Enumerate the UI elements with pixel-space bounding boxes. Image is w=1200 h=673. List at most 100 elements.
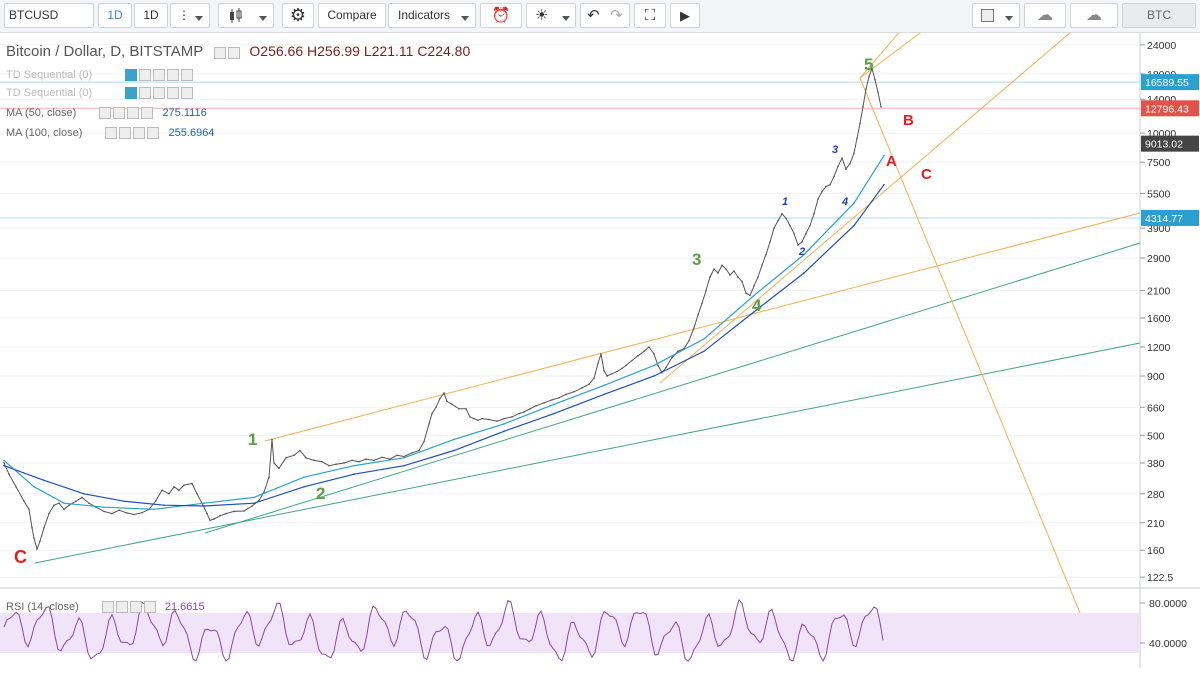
chart-type-button[interactable] (218, 3, 274, 28)
cloud-download-icon: ☁ (1037, 7, 1053, 24)
top-toolbar: BTCUSD 1D 1D ⋮ ⚙ Compare Indicators ⏰ ☀ … (0, 0, 1200, 33)
wave-label: C (921, 166, 932, 183)
add-icon[interactable] (129, 601, 142, 614)
wave-label: 3 (692, 250, 701, 269)
price-tag-label: 12796.43 (1145, 103, 1189, 115)
series-line (3, 184, 885, 507)
symbol-title: Bitcoin / Dollar, D, BITSTAMP (6, 43, 204, 60)
settings-icon[interactable] (101, 601, 114, 614)
cloud-load-button[interactable]: ☁ (1024, 3, 1066, 28)
settings-icon[interactable] (105, 127, 118, 140)
ma100-label: MA (100, close) (6, 127, 83, 139)
settings-icon[interactable] (99, 107, 112, 120)
main-legend: Bitcoin / Dollar, D, BITSTAMP O256.66 H2… (6, 43, 470, 60)
price-tag-label: 16589.55 (1145, 77, 1189, 89)
interval-label: 1D (107, 8, 123, 22)
indicators-button[interactable]: Indicators (388, 3, 476, 28)
price-tag-label: 9013.02 (1145, 139, 1183, 151)
replay-button[interactable]: ▶ (670, 3, 700, 28)
symbol-text: BTCUSD (9, 8, 59, 22)
settings-icon[interactable] (139, 69, 152, 82)
compare-button[interactable]: Compare (318, 3, 386, 28)
play-icon: ▶ (680, 8, 690, 23)
chevron-down-icon (1005, 16, 1013, 21)
add-icon[interactable] (127, 107, 140, 120)
ma100-value: 255.6964 (168, 127, 215, 139)
compare-label: Compare (327, 8, 377, 22)
y-tick-label: 1200 (1147, 342, 1171, 354)
close-icon[interactable] (143, 601, 156, 614)
currency-button[interactable]: BTC (1122, 3, 1196, 28)
price-tag-background (1141, 74, 1199, 91)
wave-label: 1 (248, 430, 257, 449)
trendline (264, 212, 1141, 442)
low-value: L221.11 (363, 43, 414, 59)
eye-icon[interactable] (125, 87, 138, 100)
td-sequential-legend-1[interactable]: TD Sequential (0) (6, 69, 194, 82)
interval-button-1d-alt[interactable]: 1D (134, 3, 168, 28)
close-icon[interactable] (181, 69, 194, 82)
layout-button[interactable] (972, 3, 1020, 28)
alert-button[interactable]: ⏰ (480, 3, 522, 28)
add-icon[interactable] (167, 87, 180, 100)
wave-label: 4 (752, 296, 762, 315)
source-icon[interactable] (113, 107, 126, 120)
square-icon (981, 9, 994, 22)
undo-redo-group: ↶ ↷ (580, 3, 630, 28)
close-icon[interactable] (141, 107, 154, 120)
cloud-save-button[interactable]: ☁ (1070, 3, 1118, 28)
eye-icon[interactable] (125, 69, 138, 82)
ideas-button[interactable]: ☀ (526, 3, 576, 28)
alarm-clock-icon: ⏰ (491, 7, 511, 24)
symbol-search-input[interactable]: BTCUSD (4, 3, 94, 28)
close-icon[interactable] (181, 87, 194, 100)
undo-icon[interactable]: ↶ (587, 7, 600, 24)
interval-button-1d[interactable]: 1D (98, 3, 132, 28)
td-sequential-label: TD Sequential (0) (6, 87, 93, 99)
rsi-legend[interactable]: RSI (14, close) 21.6615 (6, 601, 205, 614)
add-icon[interactable] (133, 127, 146, 140)
price-tag-background (1141, 100, 1199, 117)
y-tick-label: 500 (1147, 430, 1165, 442)
indicators-label: Indicators (398, 8, 451, 22)
settings-button[interactable]: ⚙ (282, 3, 314, 28)
interval-label: 1D (143, 8, 159, 22)
wave-label: C (14, 547, 27, 567)
wave-label: 1 (782, 196, 788, 208)
td-sequential-legend-2[interactable]: TD Sequential (0) (6, 87, 194, 100)
wave-label: 2 (316, 484, 325, 503)
y-tick-label: 1600 (1147, 313, 1171, 325)
candles-icon (230, 8, 242, 23)
price-pane-background (0, 33, 1140, 588)
settings-icon[interactable] (228, 47, 241, 60)
redo-icon[interactable]: ↷ (610, 7, 623, 24)
rsi-tick-label: 40.0000 (1149, 638, 1187, 650)
fullscreen-button[interactable]: ⛶ (634, 3, 666, 28)
source-icon[interactable] (153, 69, 166, 82)
source-icon[interactable] (153, 87, 166, 100)
price-tag-background (1141, 135, 1199, 152)
add-icon[interactable] (167, 69, 180, 82)
y-tick-label: 24000 (1147, 40, 1176, 52)
td-sequential-label: TD Sequential (0) (6, 69, 93, 81)
close-icon[interactable] (147, 127, 160, 140)
y-tick-label: 7500 (1147, 157, 1171, 169)
ma50-value: 275.1116 (162, 107, 207, 119)
currency-label: BTC (1147, 8, 1171, 22)
y-tick-label: 380 (1147, 458, 1165, 470)
y-tick-label: 2900 (1147, 253, 1171, 265)
ma50-legend[interactable]: MA (50, close) 275.1116 (6, 107, 207, 120)
ma100-legend[interactable]: MA (100, close) 255.6964 (6, 127, 215, 140)
source-icon[interactable] (115, 601, 128, 614)
cloud-upload-icon: ☁ (1086, 7, 1102, 24)
rsi-line (3, 598, 884, 663)
settings-icon[interactable] (139, 87, 152, 100)
wave-label: B (903, 112, 914, 129)
chevron-down-icon (562, 16, 570, 21)
ma50-label: MA (50, close) (6, 107, 77, 119)
interval-dropdown-button[interactable]: ⋮ (170, 3, 210, 28)
source-icon[interactable] (119, 127, 132, 140)
eye-icon[interactable] (214, 47, 227, 60)
